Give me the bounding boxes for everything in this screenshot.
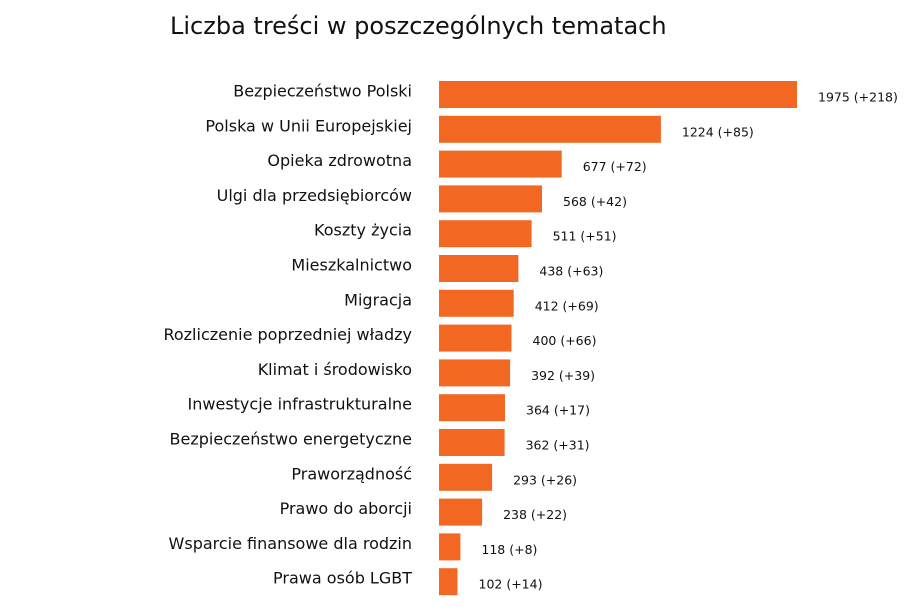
category-label: Bezpieczeństwo Polski [233,82,412,101]
value-label: 511 (+51) [553,229,617,244]
category-label: Prawo do aborcji [280,499,412,518]
bar [439,568,458,596]
bar [439,533,461,561]
bar [439,359,511,387]
bar [439,463,493,491]
bar [439,498,483,526]
bar [439,150,562,178]
value-label: 568 (+42) [563,194,627,209]
bars-group [439,81,797,596]
value-label: 364 (+17) [526,403,590,418]
category-label: Polska w Unii Europejskiej [205,116,412,135]
category-label: Praworządność [291,464,412,483]
value-labels: 1975 (+218) 1224 (+85) 677 (+72) 568 (+42) 5… [479,90,898,592]
value-label: 412 (+69) [535,298,599,313]
category-label: Ulgi dla przedsiębiorców [217,186,412,205]
chart-title: Liczba treści w poszczególnych tematach [170,12,667,40]
category-label: Migracja [344,290,412,309]
category-label: Wsparcie finansowe dla rodzin [169,534,412,553]
value-label: 118 (+8) [481,542,537,557]
bar [439,185,542,213]
value-label: 238 (+22) [503,507,567,522]
bar [439,429,505,456]
bar [439,394,505,422]
bar [439,324,512,352]
value-label: 677 (+72) [583,159,647,174]
category-label: Mieszkalnictwo [291,256,412,275]
value-label: 1224 (+85) [682,124,754,139]
bar [439,81,797,108]
category-label: Opieka zdrowotna [267,151,412,170]
value-label: 102 (+14) [479,577,543,592]
bar [439,255,519,282]
category-label: Koszty życia [314,221,412,240]
category-label: Prawa osób LGBT [273,569,412,588]
category-label: Rozliczenie poprzedniej władzy [163,325,412,344]
bar [439,115,661,143]
value-label: 293 (+26) [513,472,577,487]
value-label: 1975 (+218) [818,90,898,105]
value-label: 438 (+63) [539,264,603,279]
category-labels: Bezpieczeństwo Polski Polska w Unii Europ… [163,82,412,588]
value-label: 392 (+39) [531,368,595,383]
value-label: 362 (+31) [526,438,590,453]
category-label: Klimat i środowisko [258,360,412,379]
value-label: 400 (+66) [533,333,597,348]
category-label: Inwestycje infrastrukturalne [188,395,412,414]
category-label: Bezpieczeństwo energetyczne [170,430,412,449]
bar [439,220,532,248]
bar [439,289,514,317]
